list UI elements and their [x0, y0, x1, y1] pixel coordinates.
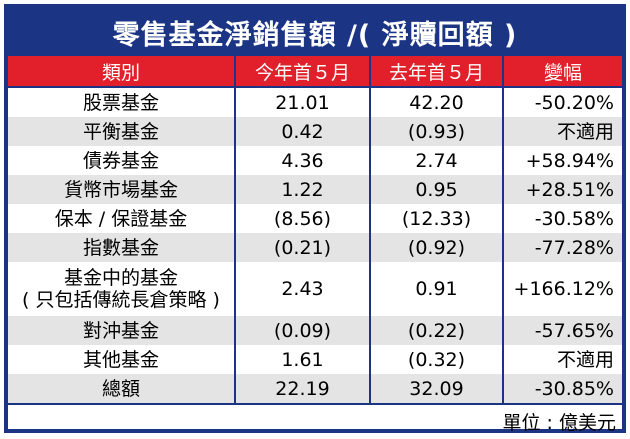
- category-cell: 指數基金: [8, 233, 235, 262]
- table-title: 零售基金淨銷售額 /( 淨贖回額 ): [8, 8, 622, 56]
- value-cell: 22.19: [234, 374, 370, 403]
- unit-note: 單位 : 億美元: [8, 403, 622, 437]
- value-cell: +166.12%: [502, 262, 622, 316]
- category-cell: 平衡基金: [8, 117, 235, 146]
- table-row: 其他基金 1.61 (0.32) 不適用: [8, 345, 622, 374]
- value-cell: +28.51%: [502, 175, 622, 204]
- value-cell: 2.74: [369, 146, 503, 175]
- value-cell: (0.32): [369, 345, 503, 374]
- category-cell: 貨幣市場基金: [8, 175, 235, 204]
- category-cell: 總額: [8, 374, 235, 403]
- category-label: 債券基金: [82, 149, 159, 172]
- category-cell: 債券基金: [8, 146, 235, 175]
- table-row: 指數基金 (0.21) (0.92) -77.28%: [8, 233, 622, 262]
- value-cell: (0.09): [234, 316, 370, 345]
- column-header: 今年首５月: [234, 56, 370, 88]
- category-cell: 其他基金: [8, 345, 235, 374]
- data-table: 類別 今年首５月 去年首５月 變幅 股票基金 21.01 42.20 -50.20% 平衡基金…: [8, 56, 622, 403]
- column-header: 類別: [8, 56, 235, 88]
- category-label: 貨幣市場基金: [63, 178, 178, 201]
- value-cell: 1.61: [234, 345, 370, 374]
- category-label: 總額: [101, 377, 140, 400]
- value-cell: 0.95: [369, 175, 503, 204]
- value-cell: (0.21): [234, 233, 370, 262]
- table-frame: 零售基金淨銷售額 /( 淨贖回額 ) 類別 今年首５月 去年首５月 變幅 股票基金 21…: [4, 4, 626, 434]
- table-row: 股票基金 21.01 42.20 -50.20%: [8, 87, 622, 117]
- value-cell: 32.09: [369, 374, 503, 403]
- category-label: 指數基金: [82, 236, 159, 259]
- table-row: 保本 / 保證基金 (8.56) (12.33) -30.58%: [8, 204, 622, 233]
- value-cell: 0.42: [234, 117, 370, 146]
- category-cell: 股票基金: [8, 87, 235, 117]
- value-cell: (8.56): [234, 204, 370, 233]
- category-cell: 基金中的基金( 只包括傳統長倉策略 ): [8, 262, 235, 316]
- value-cell: 不適用: [502, 117, 622, 146]
- value-cell: -57.65%: [502, 316, 622, 345]
- value-cell: 21.01: [234, 87, 370, 117]
- category-label: 其他基金: [82, 348, 159, 371]
- value-cell: (0.92): [369, 233, 503, 262]
- table-row: 貨幣市場基金 1.22 0.95 +28.51%: [8, 175, 622, 204]
- value-cell: -30.85%: [502, 374, 622, 403]
- category-label: 平衡基金: [82, 120, 159, 143]
- category-label: ( 只包括傳統長倉策略 ): [22, 289, 220, 311]
- table-row: 債券基金 4.36 2.74 +58.94%: [8, 146, 622, 175]
- table-row: 總額 22.19 32.09 -30.85%: [8, 374, 622, 403]
- value-cell: -50.20%: [502, 87, 622, 117]
- category-cell: 保本 / 保證基金: [8, 204, 235, 233]
- category-label: 保本 / 保證基金: [54, 207, 188, 230]
- value-cell: -77.28%: [502, 233, 622, 262]
- value-cell: 42.20: [369, 87, 503, 117]
- header-row: 類別 今年首５月 去年首５月 變幅: [8, 56, 622, 88]
- value-cell: 不適用: [502, 345, 622, 374]
- category-label: 基金中的基金: [63, 267, 178, 289]
- value-cell: (12.33): [369, 204, 503, 233]
- table-row: 對沖基金 (0.09) (0.22) -57.65%: [8, 316, 622, 345]
- table-body: 股票基金 21.01 42.20 -50.20% 平衡基金 0.42 (0.93) 不適用 債券…: [8, 87, 622, 403]
- category-cell: 對沖基金: [8, 316, 235, 345]
- value-cell: +58.94%: [502, 146, 622, 175]
- value-cell: -30.58%: [502, 204, 622, 233]
- value-cell: 0.91: [369, 262, 503, 316]
- category-label: 對沖基金: [82, 319, 159, 342]
- value-cell: 4.36: [234, 146, 370, 175]
- column-header: 去年首５月: [369, 56, 503, 88]
- value-cell: 1.22: [234, 175, 370, 204]
- value-cell: (0.22): [369, 316, 503, 345]
- table-row: 基金中的基金( 只包括傳統長倉策略 ) 2.43 0.91 +166.12%: [8, 262, 622, 316]
- column-header: 變幅: [502, 56, 622, 88]
- category-label: 股票基金: [82, 91, 159, 114]
- table-row: 平衡基金 0.42 (0.93) 不適用: [8, 117, 622, 146]
- value-cell: (0.93): [369, 117, 503, 146]
- value-cell: 2.43: [234, 262, 370, 316]
